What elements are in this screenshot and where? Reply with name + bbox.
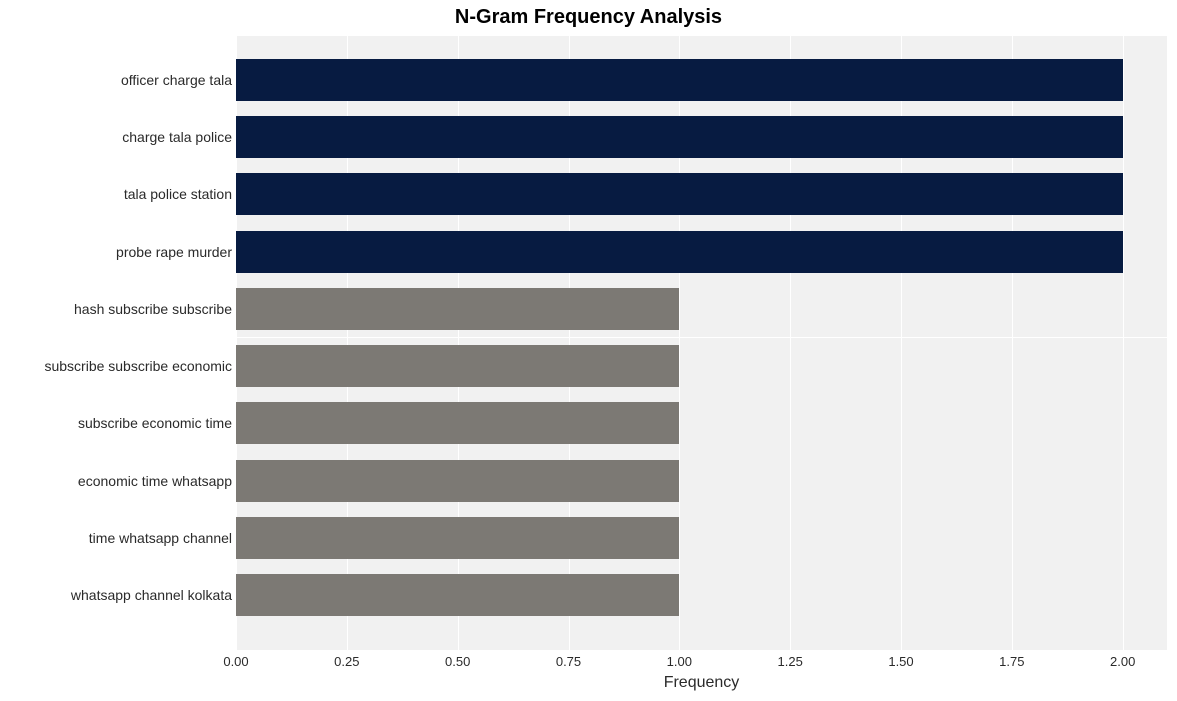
bar: [236, 517, 679, 559]
chart-title: N-Gram Frequency Analysis: [0, 6, 1177, 29]
y-tick-label: probe rape murder: [2, 244, 232, 260]
bar: [236, 460, 679, 502]
grid-line: [1123, 36, 1124, 650]
x-tick-label: 0.00: [223, 654, 248, 669]
y-tick-label: time whatsapp channel: [2, 530, 232, 546]
y-tick-label: subscribe economic time: [2, 415, 232, 431]
bar: [236, 59, 1123, 101]
x-tick-label: 1.25: [778, 654, 803, 669]
y-tick-label: economic time whatsapp: [2, 473, 232, 489]
x-axis-title: Frequency: [236, 674, 1167, 692]
plot-area: [236, 36, 1167, 650]
y-tick-label: hash subscribe subscribe: [2, 301, 232, 317]
bar: [236, 231, 1123, 273]
ngram-frequency-chart: N-Gram Frequency Analysis Frequency offi…: [0, 0, 1177, 701]
bar: [236, 288, 679, 330]
y-tick-label: charge tala police: [2, 129, 232, 145]
y-tick-label: officer charge tala: [2, 72, 232, 88]
bar: [236, 345, 679, 387]
bar: [236, 173, 1123, 215]
x-tick-label: 1.50: [888, 654, 913, 669]
y-tick-label: tala police station: [2, 186, 232, 202]
bar: [236, 574, 679, 616]
x-tick-label: 0.50: [445, 654, 470, 669]
x-tick-label: 0.25: [334, 654, 359, 669]
bar: [236, 116, 1123, 158]
y-tick-label: whatsapp channel kolkata: [2, 587, 232, 603]
x-tick-label: 2.00: [1110, 654, 1135, 669]
y-tick-label: subscribe subscribe economic: [2, 358, 232, 374]
bar: [236, 402, 679, 444]
x-tick-label: 1.75: [999, 654, 1024, 669]
x-tick-label: 0.75: [556, 654, 581, 669]
x-tick-label: 1.00: [667, 654, 692, 669]
